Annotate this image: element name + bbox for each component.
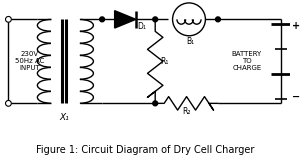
Text: B₁: B₁ — [186, 37, 194, 46]
Circle shape — [172, 3, 206, 36]
Circle shape — [100, 17, 104, 22]
Text: X₁: X₁ — [60, 113, 69, 122]
Text: BATTERY
TO
CHARGE: BATTERY TO CHARGE — [232, 51, 262, 71]
Circle shape — [5, 16, 11, 22]
Text: +: + — [292, 21, 300, 31]
Circle shape — [153, 101, 158, 106]
Text: Figure 1: Circuit Diagram of Dry Cell Charger: Figure 1: Circuit Diagram of Dry Cell Ch… — [36, 145, 255, 155]
Circle shape — [216, 17, 220, 22]
Circle shape — [153, 17, 158, 22]
Circle shape — [5, 100, 11, 106]
Text: 230V
50Hz AC
INPUT: 230V 50Hz AC INPUT — [15, 51, 44, 71]
Text: −: − — [292, 92, 300, 102]
Polygon shape — [115, 11, 136, 28]
Text: D₁: D₁ — [137, 22, 146, 31]
Text: R₁: R₁ — [160, 57, 168, 66]
Text: R₂: R₂ — [182, 107, 191, 116]
